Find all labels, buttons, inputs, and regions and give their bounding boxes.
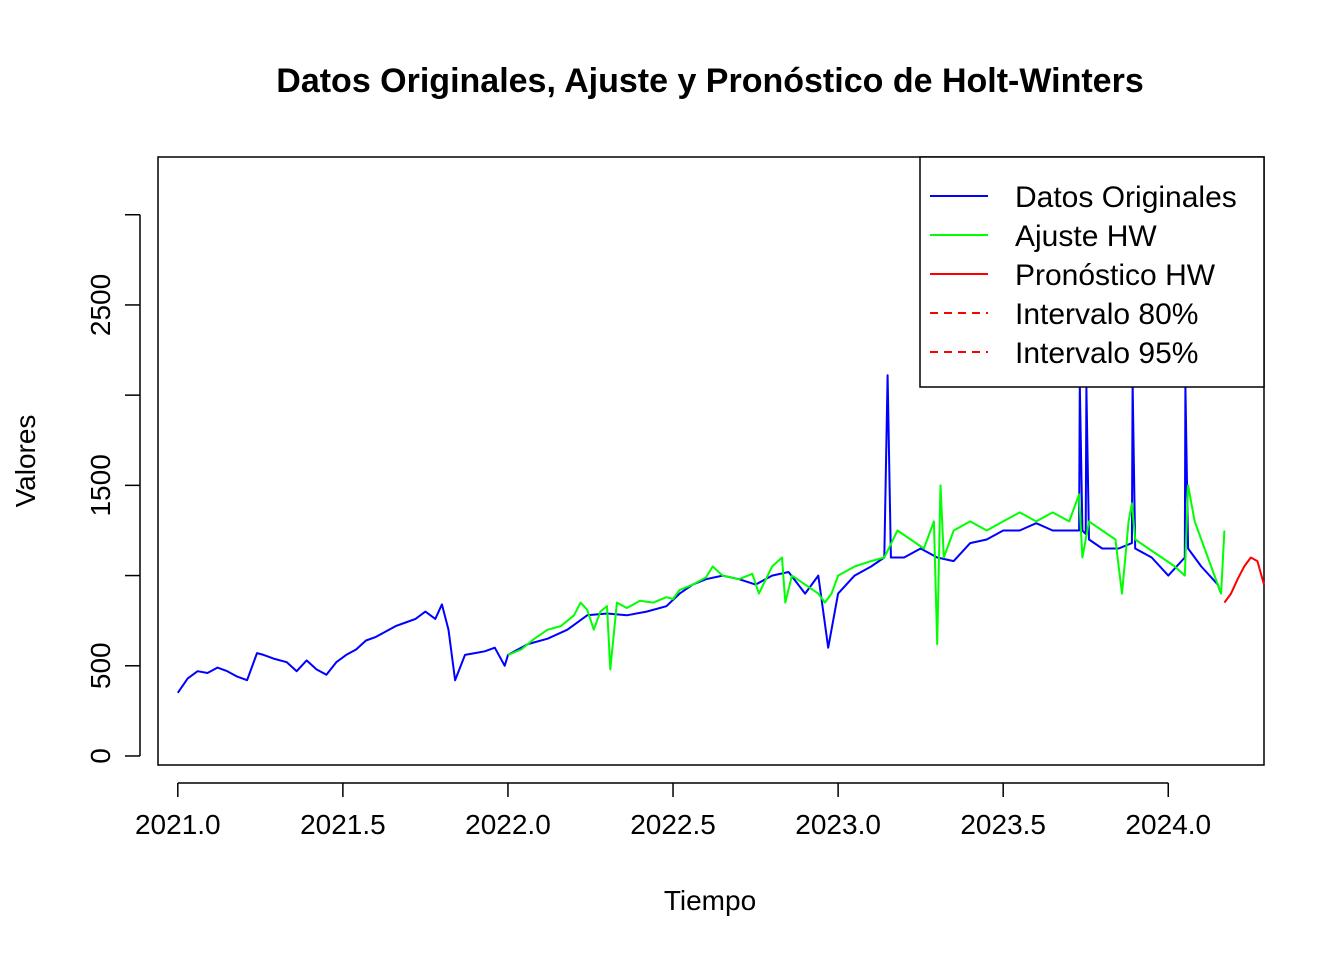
x-tick-label: 2022.0 <box>465 809 551 840</box>
x-tick-label: 2024.0 <box>1125 809 1211 840</box>
legend: Datos Originales Ajuste HW Pronóstico HW In… <box>919 156 1265 388</box>
y-tick-label: 0 <box>85 748 116 764</box>
chart-title: Datos Originales, Ajuste y Pronóstico de… <box>276 62 1143 100</box>
y-tick-label: 500 <box>85 642 116 689</box>
x-tick-label: 2023.5 <box>960 809 1046 840</box>
legend-label: Intervalo 80% <box>1015 298 1198 331</box>
series-line-ajuste-hw <box>507 484 1226 671</box>
legend-label: Intervalo 95% <box>1015 337 1198 370</box>
x-tick-label: 2021.5 <box>300 809 386 840</box>
x-tick-label: 2021.0 <box>135 809 221 840</box>
plot-area <box>176 374 1265 694</box>
legend-label: Ajuste HW <box>1015 220 1157 253</box>
plot-frame <box>157 156 1265 766</box>
y-tick-label: 2500 <box>85 274 116 336</box>
y-axis: 0 500 1500 2500 <box>85 213 141 764</box>
x-tick-label: 2023.0 <box>795 809 881 840</box>
legend-label: Datos Originales <box>1015 181 1237 214</box>
legend-label: Pronóstico HW <box>1015 259 1216 292</box>
x-axis-label: Tiempo <box>664 885 756 916</box>
y-tick-label: 1500 <box>85 454 116 516</box>
series-line-datos-originales <box>176 374 1223 694</box>
series-line-pron-stico-hw <box>1223 556 1265 604</box>
y-axis-label: Valores <box>10 415 41 508</box>
x-axis: 2021.0 2021.5 2022.0 2022.5 2023.0 2023.5 2024… <box>135 782 1211 840</box>
x-tick-label: 2022.5 <box>630 809 716 840</box>
